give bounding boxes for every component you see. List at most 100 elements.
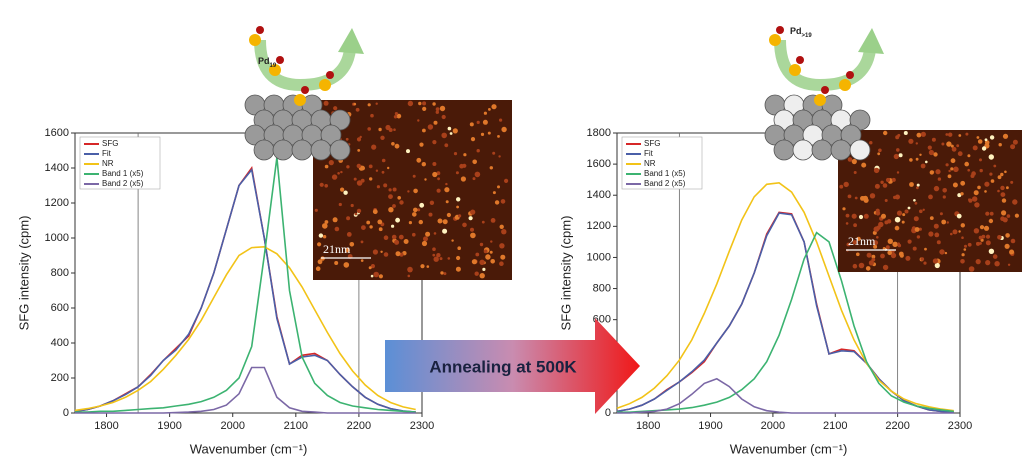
stm-dot	[980, 169, 983, 172]
stm-dot	[344, 262, 350, 268]
y-tick-label: 400	[51, 337, 69, 349]
stm-dot	[369, 266, 372, 269]
stm-dot	[930, 216, 934, 220]
stm-dot	[325, 165, 329, 169]
stm-dot	[384, 235, 389, 240]
y-tick-label: 1200	[587, 220, 611, 232]
stm-dot	[1000, 186, 1004, 190]
stm-dot	[495, 200, 499, 204]
legend-label: Fit	[102, 149, 112, 158]
co-carbon	[814, 94, 826, 106]
stm-dot	[367, 127, 371, 131]
stm-dot	[490, 259, 495, 264]
stm-dot	[440, 106, 445, 111]
stm-dot	[334, 261, 338, 265]
stm-dot	[504, 179, 508, 183]
stm-dot	[387, 167, 389, 169]
co-carbon	[249, 34, 261, 46]
stm-dot	[420, 264, 424, 268]
stm-dot	[488, 132, 491, 135]
y-tick-label: 1000	[587, 251, 611, 263]
stm-dot	[984, 226, 989, 231]
stm-dot	[498, 155, 500, 157]
stm-dot	[419, 220, 423, 224]
stm-dot	[366, 221, 370, 225]
page: {"chart_data": [ {"type": "line", "x_lab…	[0, 0, 1024, 459]
stm-dot	[1001, 210, 1006, 215]
y-tick-label: 800	[51, 267, 69, 279]
stm-dot	[373, 209, 378, 214]
stm-dot	[870, 193, 875, 198]
stm-dot	[994, 261, 999, 266]
stm-dot	[383, 183, 387, 187]
stm-dot	[388, 194, 393, 199]
stm-dot	[888, 239, 893, 244]
stm-dot	[984, 190, 987, 193]
stm-dot	[883, 183, 888, 188]
y-tick-label: 800	[593, 282, 611, 294]
cluster-label-subscript: 19	[270, 63, 277, 69]
stm-dot	[436, 111, 439, 114]
stm-dot	[422, 107, 426, 111]
stm-dot	[1002, 198, 1006, 202]
co-oxygen	[256, 26, 264, 34]
stm-dot	[407, 190, 409, 192]
stm-dot	[458, 214, 461, 217]
pd-atom	[793, 140, 813, 160]
stm-dot	[892, 178, 896, 182]
pd-atom	[850, 140, 870, 160]
stm-dot	[974, 190, 979, 195]
stm-dot	[935, 169, 940, 174]
stm-dot	[943, 195, 946, 198]
stm-dot	[413, 175, 416, 178]
stm-dot	[900, 254, 904, 258]
scale-bar-label: 21nm	[323, 242, 351, 256]
stm-dot	[457, 246, 461, 250]
stm-dot	[373, 249, 378, 254]
stm-dot	[490, 166, 493, 169]
legend-label: NR	[644, 159, 656, 168]
pd-atom	[311, 140, 331, 160]
stm-dot	[463, 153, 466, 156]
stm-dot	[913, 199, 916, 202]
co-oxygen	[796, 56, 804, 64]
stm-dot	[456, 256, 460, 260]
stm-dot	[928, 195, 933, 200]
stm-dot	[361, 225, 366, 230]
stm-dot	[395, 112, 398, 115]
x-tick-label: 1900	[157, 420, 181, 432]
stm-dot	[853, 161, 856, 164]
stm-dot	[946, 141, 951, 146]
stm-dot	[985, 260, 990, 265]
stm-dot	[419, 203, 424, 208]
stm-dot	[877, 152, 880, 155]
co-oxygen	[821, 86, 829, 94]
stm-dot	[413, 189, 418, 194]
stm-dot	[443, 272, 446, 275]
stm-dot	[456, 206, 459, 209]
stm-dot	[379, 274, 383, 278]
stm-dot	[945, 252, 947, 254]
stm-dot	[395, 144, 400, 149]
stm-dot	[1003, 217, 1008, 222]
stm-dot	[938, 177, 941, 180]
stm-dot	[424, 178, 426, 180]
stm-dot	[373, 272, 379, 278]
stm-dot	[396, 251, 401, 256]
stm-dot	[972, 196, 977, 201]
stm-dot	[921, 132, 926, 137]
stm-dot	[470, 122, 474, 126]
stm-dot	[952, 147, 957, 152]
stm-dot	[991, 179, 995, 183]
stm-dot	[473, 177, 476, 180]
x-tick-label: 2200	[885, 420, 909, 432]
stm-dot	[332, 174, 337, 179]
pd-atom	[774, 140, 794, 160]
stm-dot	[444, 143, 448, 147]
chart: 0200400600800100012001400160018001800190…	[558, 26, 1022, 456]
stm-dot	[880, 254, 885, 259]
stm-dot	[422, 101, 426, 105]
stm-dot	[950, 233, 953, 236]
stm-dot	[986, 240, 991, 245]
y-tick-label: 0	[605, 407, 611, 419]
